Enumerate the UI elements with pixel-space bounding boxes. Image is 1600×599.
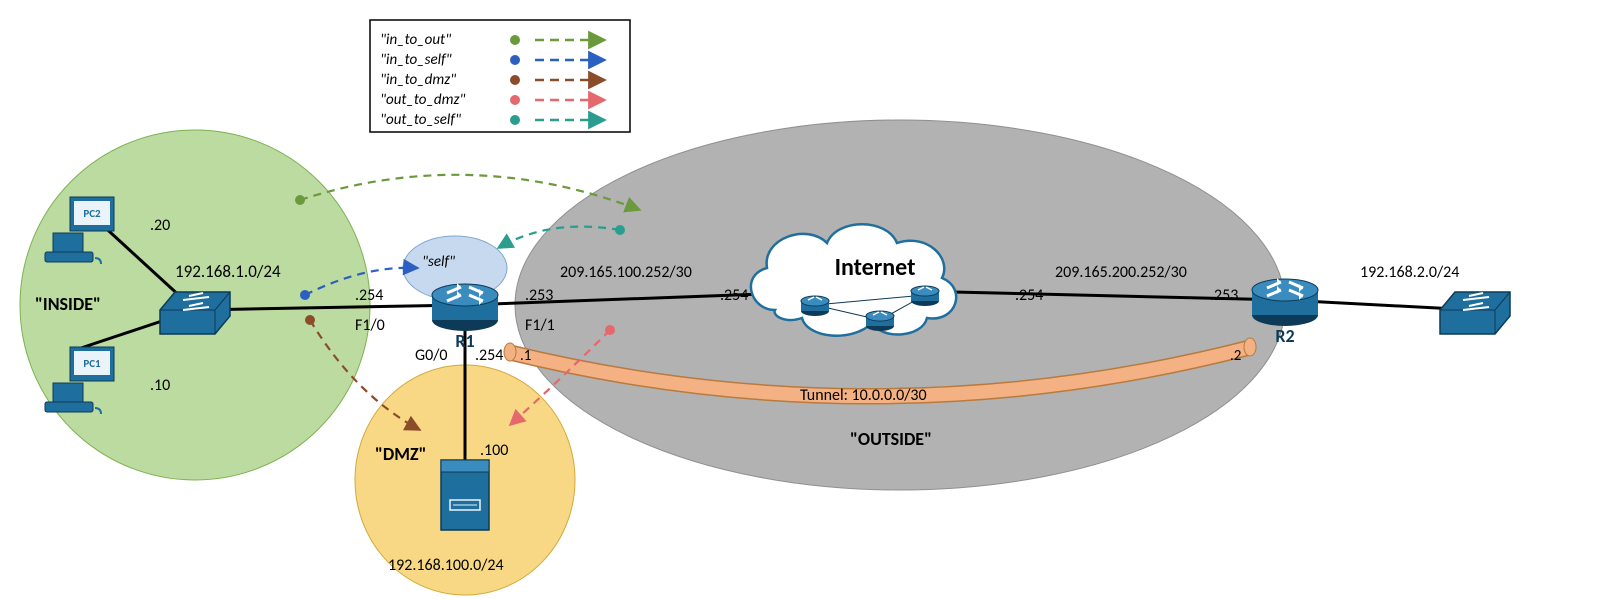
switch: [160, 292, 230, 334]
net-label: .253: [525, 286, 553, 305]
router-R1: [432, 283, 498, 331]
zone-label-dmz: "DMZ": [375, 443, 426, 465]
router-label: R2: [1275, 325, 1294, 347]
zone-label-inside: "INSIDE": [35, 293, 101, 315]
net-label: .253: [1210, 286, 1238, 305]
net-label: 192.168.100.0/24: [388, 556, 504, 575]
net-label: 209.165.200.252/30: [1055, 263, 1187, 282]
net-label: 209.165.100.252/30: [560, 263, 692, 282]
pc-label: PC1: [83, 357, 101, 370]
net-label: .254: [355, 286, 383, 305]
legend-label: "out_to_dmz": [380, 91, 465, 109]
legend-label: "out_to_self": [380, 111, 461, 129]
switch: [1440, 292, 1510, 334]
legend-dot: [510, 115, 520, 125]
legend-label: "in_to_self": [380, 51, 452, 69]
net-label: .20: [150, 216, 170, 235]
legend-dot: [510, 75, 520, 85]
flow-dot-out_to_dmz: [605, 325, 615, 335]
flow-dot-in_to_self: [300, 290, 310, 300]
router-label: R1: [455, 330, 474, 352]
legend-label: "in_to_dmz": [380, 71, 456, 89]
net-label: 192.168.1.0/24: [175, 261, 281, 282]
net-label: .2: [1230, 347, 1241, 365]
net-label: 192.168.2.0/24: [1360, 263, 1459, 282]
legend-dot: [510, 35, 520, 45]
flow-dot-in_to_out: [295, 195, 305, 205]
net-label: F1/1: [525, 316, 555, 335]
net-label: F1/0: [355, 316, 385, 335]
net-label: .1: [520, 347, 531, 365]
net-label: .254: [475, 346, 503, 365]
net-label: .254: [720, 286, 748, 305]
router-R2: [1252, 278, 1318, 326]
flow-dot-out_to_self: [615, 225, 625, 235]
net-label: .100: [480, 441, 508, 460]
flow-dot-in_to_dmz: [305, 315, 315, 325]
zone-label-outside: "OUTSIDE": [850, 428, 932, 450]
net-label: .254: [1015, 286, 1043, 305]
net-label: .10: [150, 376, 170, 395]
net-label: Tunnel: 10.0.0.0/30: [800, 386, 927, 405]
server: [441, 460, 489, 530]
cloud-label: Internet: [835, 253, 916, 282]
legend-dot: [510, 55, 520, 65]
net-label: G0/0: [415, 346, 448, 365]
legend-dot: [510, 95, 520, 105]
zone-label-self: "self": [422, 253, 455, 271]
legend-label: "in_to_out": [380, 31, 451, 49]
pc-label: PC2: [83, 207, 101, 220]
